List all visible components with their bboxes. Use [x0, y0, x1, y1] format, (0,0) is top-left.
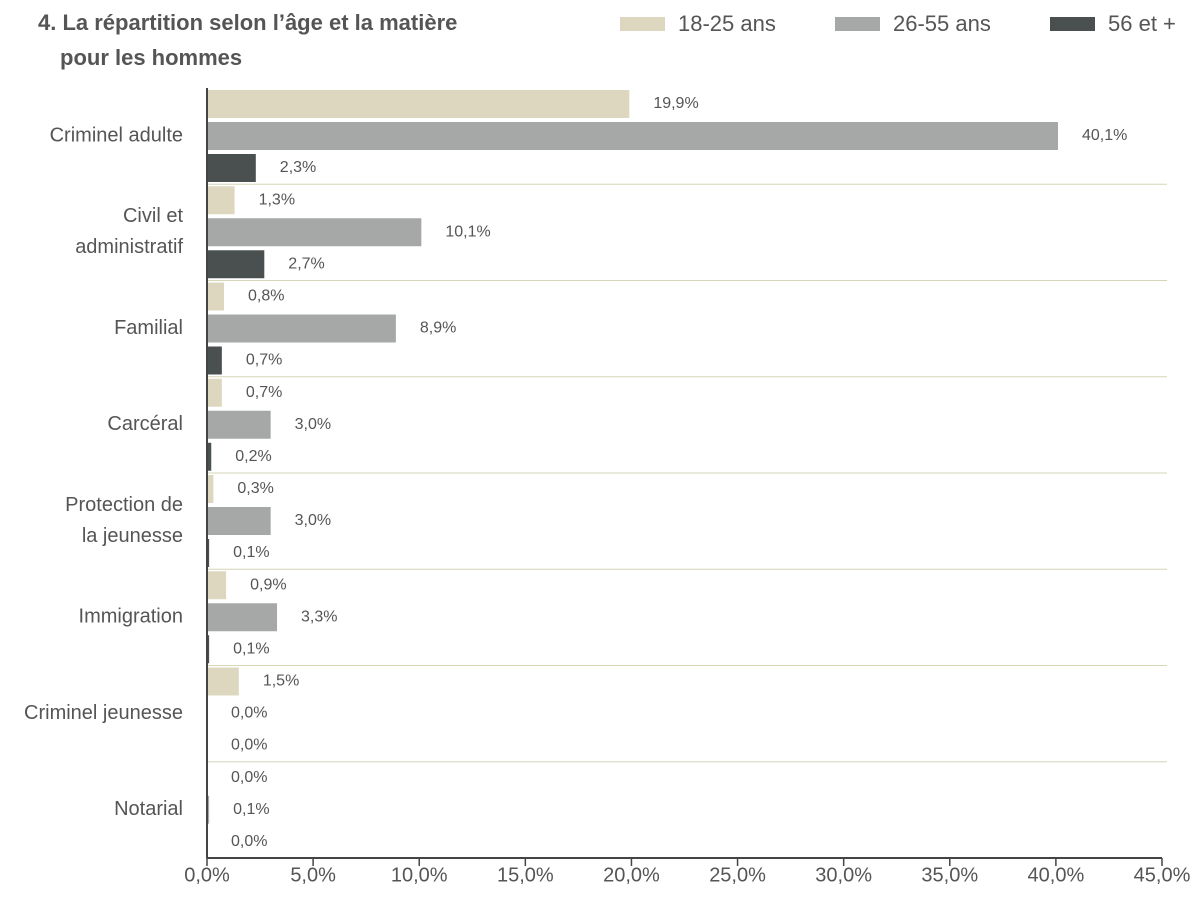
value-label: 0,7% [246, 384, 282, 401]
value-label: 10,1% [445, 223, 490, 240]
chart-title: 4. La répartition selon l’âge et la mati… [38, 10, 457, 35]
value-label: 3,0% [295, 512, 331, 529]
value-label: 1,3% [259, 191, 295, 208]
value-label: 0,0% [231, 833, 267, 850]
x-tick-label: 0,0% [184, 864, 230, 886]
x-tick-label: 25,0% [709, 864, 766, 886]
x-tick-label: 5,0% [290, 864, 336, 886]
x-tick-label: 45,0% [1134, 864, 1191, 886]
bar [207, 250, 265, 279]
bar [207, 122, 1059, 150]
value-label: 0,1% [233, 801, 269, 818]
bar [207, 186, 235, 215]
bar [207, 539, 210, 567]
bar [207, 314, 396, 343]
value-label: 0,9% [250, 576, 286, 593]
y-tick-label: Civil et [123, 205, 183, 227]
x-tick-label: 15,0% [497, 864, 554, 886]
x-tick-label: 10,0% [391, 864, 448, 886]
bar [207, 154, 256, 182]
value-label: 0,0% [231, 705, 267, 722]
bar [207, 635, 210, 664]
x-tick-label: 40,0% [1028, 864, 1085, 886]
y-tick-label: Immigration [79, 606, 183, 628]
y-tick-label: Protection de [65, 494, 183, 516]
bar [207, 795, 210, 824]
y-tick-label: Familial [114, 317, 183, 339]
bar [207, 507, 271, 535]
value-label: 0,7% [246, 352, 282, 369]
value-label: 1,5% [263, 673, 299, 690]
value-label: 0,8% [248, 288, 284, 305]
value-label: 2,7% [288, 255, 324, 272]
bar [207, 218, 422, 247]
value-label: 0,0% [231, 769, 267, 786]
value-label: 0,1% [233, 544, 269, 561]
y-tick-label: Criminel adulte [50, 124, 183, 146]
x-tick-label: 20,0% [603, 864, 660, 886]
legend-label: 56 et + [1108, 11, 1176, 36]
value-label: 3,0% [295, 416, 331, 433]
x-tick-label: 35,0% [921, 864, 978, 886]
bar [207, 667, 239, 696]
value-label: 19,9% [653, 95, 698, 112]
bar [207, 378, 222, 407]
bar [207, 571, 227, 600]
y-tick-label: Carcéral [107, 413, 183, 435]
value-label: 3,3% [301, 608, 337, 625]
y-tick-label: administratif [75, 236, 183, 258]
bar [207, 603, 278, 632]
legend-swatch [1050, 17, 1095, 31]
value-label: 0,2% [235, 448, 271, 465]
bar [207, 282, 224, 311]
y-tick-label: la jeunesse [82, 525, 183, 547]
bar [207, 90, 630, 118]
value-label: 0,0% [231, 737, 267, 754]
value-label: 0,1% [233, 640, 269, 657]
value-label: 0,3% [237, 480, 273, 497]
legend-label: 26-55 ans [893, 11, 991, 36]
legend-label: 18-25 ans [678, 11, 776, 36]
bar [207, 410, 271, 439]
value-label: 40,1% [1082, 127, 1127, 144]
y-tick-label: Criminel jeunesse [24, 702, 183, 724]
bar [207, 442, 212, 471]
bar [207, 475, 214, 503]
legend-swatch [835, 17, 880, 31]
value-label: 2,3% [280, 159, 316, 176]
value-label: 8,9% [420, 320, 456, 337]
legend-swatch [620, 17, 665, 31]
chart-title: pour les hommes [60, 45, 242, 70]
bar [207, 346, 222, 375]
y-tick-label: Notarial [114, 798, 183, 820]
x-tick-label: 30,0% [815, 864, 872, 886]
